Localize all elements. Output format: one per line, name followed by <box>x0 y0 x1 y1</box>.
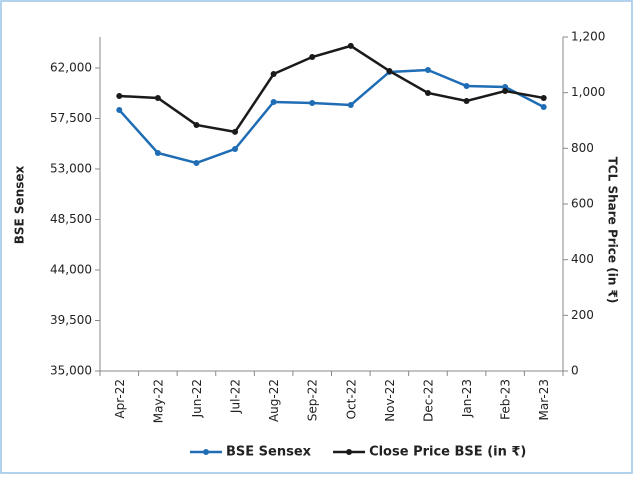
point <box>540 103 547 110</box>
y2-tick-label: 200 <box>571 308 594 322</box>
y-axis-title: BSE Sensex <box>13 165 27 244</box>
x-tick-label: Sep-22 <box>306 379 320 421</box>
x-tick-label: Nov-22 <box>383 379 397 422</box>
x-tick-label: Apr-22 <box>113 379 127 419</box>
x-tick-label: Mar-23 <box>537 379 551 420</box>
point <box>424 89 431 96</box>
x-tick-label: Jan-23 <box>460 379 474 418</box>
y-tick-label: 35,000 <box>50 364 92 378</box>
point <box>386 67 393 74</box>
y2-axis-title: TCL Share Price (in ₹) <box>606 157 620 304</box>
point <box>347 42 354 49</box>
x-tick-label: Jun-22 <box>190 379 204 418</box>
x-tick-label: Dec-22 <box>421 379 435 422</box>
y-tick-label: 39,500 <box>50 313 92 327</box>
y-tick-label: 53,000 <box>50 161 92 175</box>
x-tick-label: Jul-22 <box>229 379 243 414</box>
point <box>424 66 431 73</box>
y2-tick-label: 1,000 <box>571 85 605 99</box>
point <box>270 71 277 78</box>
point <box>463 82 470 89</box>
legend-marker <box>203 449 209 455</box>
point <box>309 54 316 61</box>
point <box>232 128 239 135</box>
y2-tick-label: 0 <box>571 364 579 378</box>
point <box>116 93 123 100</box>
y-tick-label: 57,500 <box>50 111 92 125</box>
point <box>463 98 470 105</box>
point <box>270 98 277 105</box>
y2-tick-label: 1,200 <box>571 30 605 44</box>
y-tick-label: 44,000 <box>50 262 92 276</box>
point <box>116 106 123 113</box>
series-line <box>119 44 544 134</box>
point <box>502 87 509 94</box>
y2-tick-label: 600 <box>571 197 594 211</box>
legend-marker <box>346 449 353 455</box>
point <box>193 121 200 128</box>
x-tick-label: May-22 <box>151 379 165 423</box>
point <box>347 101 354 108</box>
y2-tick-label: 400 <box>571 252 594 266</box>
y-tick-label: 62,000 <box>50 60 92 74</box>
point <box>309 99 316 106</box>
point <box>154 94 161 101</box>
x-tick-label: Oct-22 <box>344 379 358 419</box>
point <box>540 94 547 101</box>
series-line <box>118 68 545 165</box>
y2-tick-label: 800 <box>571 141 594 155</box>
point <box>193 159 200 166</box>
point <box>232 145 239 152</box>
legend-label: Close Price BSE (in ₹) <box>369 445 526 460</box>
legend-label: BSE Sensex <box>226 445 312 460</box>
y-tick-label: 48,500 <box>50 212 92 226</box>
x-tick-label: Feb-23 <box>499 379 513 420</box>
point <box>154 149 161 156</box>
x-tick-label: Aug-22 <box>267 379 281 422</box>
